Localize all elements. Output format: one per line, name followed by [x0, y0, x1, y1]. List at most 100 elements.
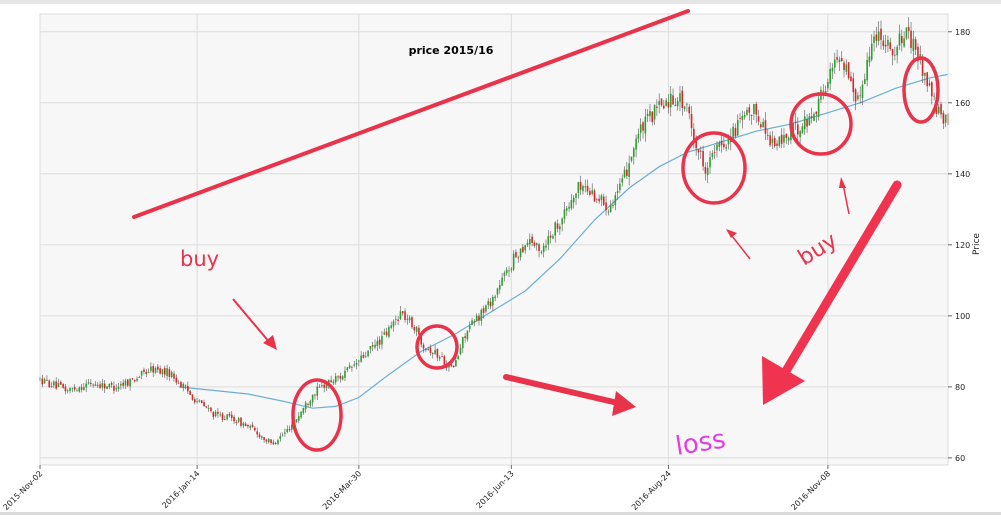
candle-body [427, 349, 429, 350]
candle-body [494, 297, 496, 299]
candle-body [104, 384, 106, 389]
candle-body [178, 383, 180, 384]
candle-body [296, 419, 298, 422]
candle-body [374, 345, 376, 348]
candle-body [552, 236, 554, 238]
candle-body [60, 382, 62, 385]
candle-body [522, 247, 524, 252]
candle-body [152, 366, 154, 372]
candle-body [58, 383, 60, 387]
candle-body [885, 45, 887, 47]
candle-body [42, 379, 44, 385]
candle-body [744, 115, 746, 117]
candle-body [310, 401, 312, 405]
candle-body [416, 327, 418, 332]
candle-body [755, 104, 757, 115]
candle-body [407, 319, 409, 320]
candle-body [799, 131, 801, 137]
candle-body [157, 367, 159, 370]
candle-body [672, 95, 674, 104]
candle-body [624, 170, 626, 177]
candle-body [612, 205, 614, 206]
candle-body [346, 367, 348, 370]
candle-body [316, 387, 318, 396]
y-tick-label: 180 [955, 28, 970, 37]
x-tick-label: 2016-Jan-14 [160, 469, 201, 510]
candle-body [275, 443, 277, 444]
candle-body [206, 406, 208, 407]
candle-body [471, 320, 473, 324]
candle-body [545, 246, 547, 248]
candle-body [589, 191, 591, 195]
candle-body [219, 415, 221, 416]
candle-body [554, 222, 556, 235]
candle-body [413, 327, 415, 330]
candle-body [349, 366, 351, 369]
candle-body [751, 115, 753, 116]
candle-body [277, 440, 279, 444]
candle-body [386, 332, 388, 336]
y-tick-label: 100 [955, 312, 970, 321]
candle-body [102, 383, 104, 387]
candle-body [566, 208, 568, 210]
candle-body [259, 434, 261, 437]
candle-body [127, 380, 129, 386]
candle-body [661, 98, 663, 105]
candle-body [859, 95, 861, 96]
candle-body [582, 186, 584, 191]
candle-body [739, 118, 741, 119]
candle-body [843, 63, 845, 71]
candle-body [360, 356, 362, 362]
candle-body [67, 390, 69, 391]
candle-body [455, 360, 457, 366]
candle-body [148, 372, 150, 373]
candle-body [388, 327, 390, 337]
candle-body [171, 372, 173, 377]
y-tick-label: 160 [955, 99, 970, 108]
candle-body [651, 111, 653, 122]
candle-body [654, 105, 656, 119]
candle-body [252, 425, 254, 427]
candle-body [908, 27, 910, 31]
candle-body [109, 384, 111, 387]
candle-body [136, 379, 138, 381]
candle-body [781, 135, 783, 144]
candle-body [656, 107, 658, 108]
candle-body [841, 58, 843, 61]
candle-body [370, 346, 372, 349]
candle-body [439, 357, 441, 359]
candle-body [797, 124, 799, 134]
candle-body [62, 384, 64, 388]
candle-body [564, 209, 566, 218]
candle-body [337, 377, 339, 378]
candle-body [72, 388, 74, 389]
candle-body [358, 361, 360, 362]
candle-body [788, 138, 790, 141]
candle-body [945, 114, 947, 122]
candle-body [113, 386, 115, 391]
candle-body [132, 378, 134, 379]
candle-body [95, 384, 97, 385]
y-tick-label: 120 [955, 241, 970, 250]
candle-body [353, 364, 355, 365]
candle-body [649, 111, 651, 116]
candle-body [383, 332, 385, 334]
candle-body [536, 243, 538, 245]
candle-body [319, 387, 321, 388]
candle-body [924, 73, 926, 76]
candle-body [737, 120, 739, 135]
candle-body [397, 320, 399, 321]
candle-body [753, 104, 755, 114]
candle-body [48, 381, 50, 388]
candle-body [245, 424, 247, 426]
candle-body [647, 114, 649, 116]
candle-body [774, 138, 776, 146]
candle-body [289, 429, 291, 430]
candle-body [511, 269, 513, 270]
candle-body [367, 351, 369, 356]
candle-body [441, 356, 443, 357]
candle-body [864, 79, 866, 84]
candle-body [143, 370, 145, 372]
candle-body [65, 386, 67, 391]
candle-body [474, 321, 476, 322]
